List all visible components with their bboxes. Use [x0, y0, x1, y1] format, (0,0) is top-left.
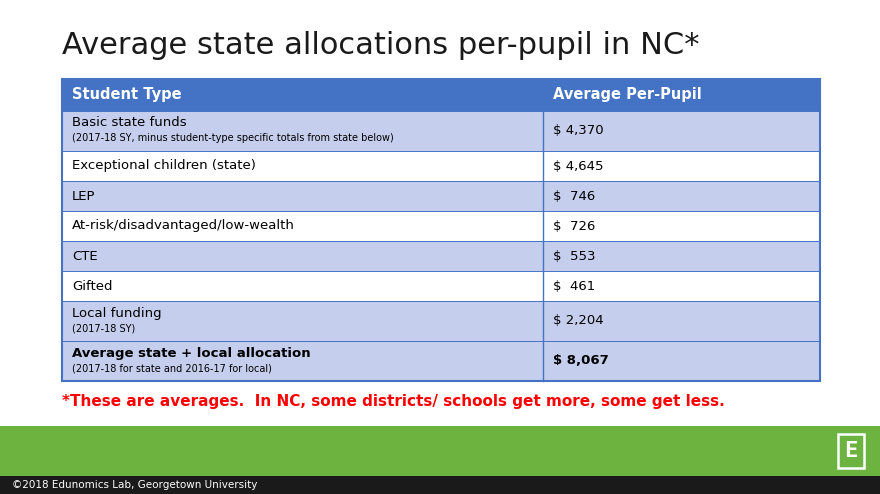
Text: Student Type: Student Type	[72, 87, 181, 102]
Text: $ 4,370: $ 4,370	[554, 124, 604, 137]
Text: $  461: $ 461	[554, 280, 596, 292]
Text: *These are averages.  In NC, some districts/ schools get more, some get less.: *These are averages. In NC, some distric…	[62, 394, 725, 409]
Text: $ 8,067: $ 8,067	[554, 355, 609, 368]
Text: $  746: $ 746	[554, 190, 596, 203]
Bar	[62, 241, 820, 271]
Text: $  553: $ 553	[554, 249, 596, 262]
Text: CTE: CTE	[72, 249, 98, 262]
Text: E: E	[844, 441, 858, 461]
Bar	[62, 301, 820, 341]
Text: (2017-18 SY): (2017-18 SY)	[72, 323, 136, 333]
Text: $ 4,645: $ 4,645	[554, 160, 604, 172]
Text: Average state + local allocation: Average state + local allocation	[72, 346, 311, 360]
Bar	[62, 79, 820, 111]
Text: Gifted: Gifted	[72, 280, 113, 292]
Text: Basic state funds: Basic state funds	[72, 117, 187, 129]
Bar	[62, 79, 820, 381]
Bar	[62, 111, 820, 151]
Bar	[62, 151, 820, 181]
Bar	[0, 426, 880, 476]
Text: Local funding: Local funding	[72, 306, 162, 320]
Text: ©2018 Edunomics Lab, Georgetown University: ©2018 Edunomics Lab, Georgetown Universi…	[12, 480, 257, 490]
Text: Exceptional children (state): Exceptional children (state)	[72, 160, 256, 172]
Text: At-risk/disadvantaged/low-wealth: At-risk/disadvantaged/low-wealth	[72, 219, 295, 233]
Bar	[62, 341, 820, 381]
Text: Average Per-Pupil: Average Per-Pupil	[554, 87, 702, 102]
Text: Average state allocations per-pupil in NC*: Average state allocations per-pupil in N…	[62, 32, 700, 60]
Text: $  726: $ 726	[554, 219, 596, 233]
Bar	[62, 271, 820, 301]
Text: (2017-18 SY, minus student-type specific totals from state below): (2017-18 SY, minus student-type specific…	[72, 133, 393, 143]
Text: LEP: LEP	[72, 190, 96, 203]
Bar	[62, 211, 820, 241]
Bar	[62, 181, 820, 211]
Text: $ 2,204: $ 2,204	[554, 315, 604, 328]
Text: (2017-18 for state and 2016-17 for local): (2017-18 for state and 2016-17 for local…	[72, 363, 272, 373]
Bar	[0, 476, 880, 494]
